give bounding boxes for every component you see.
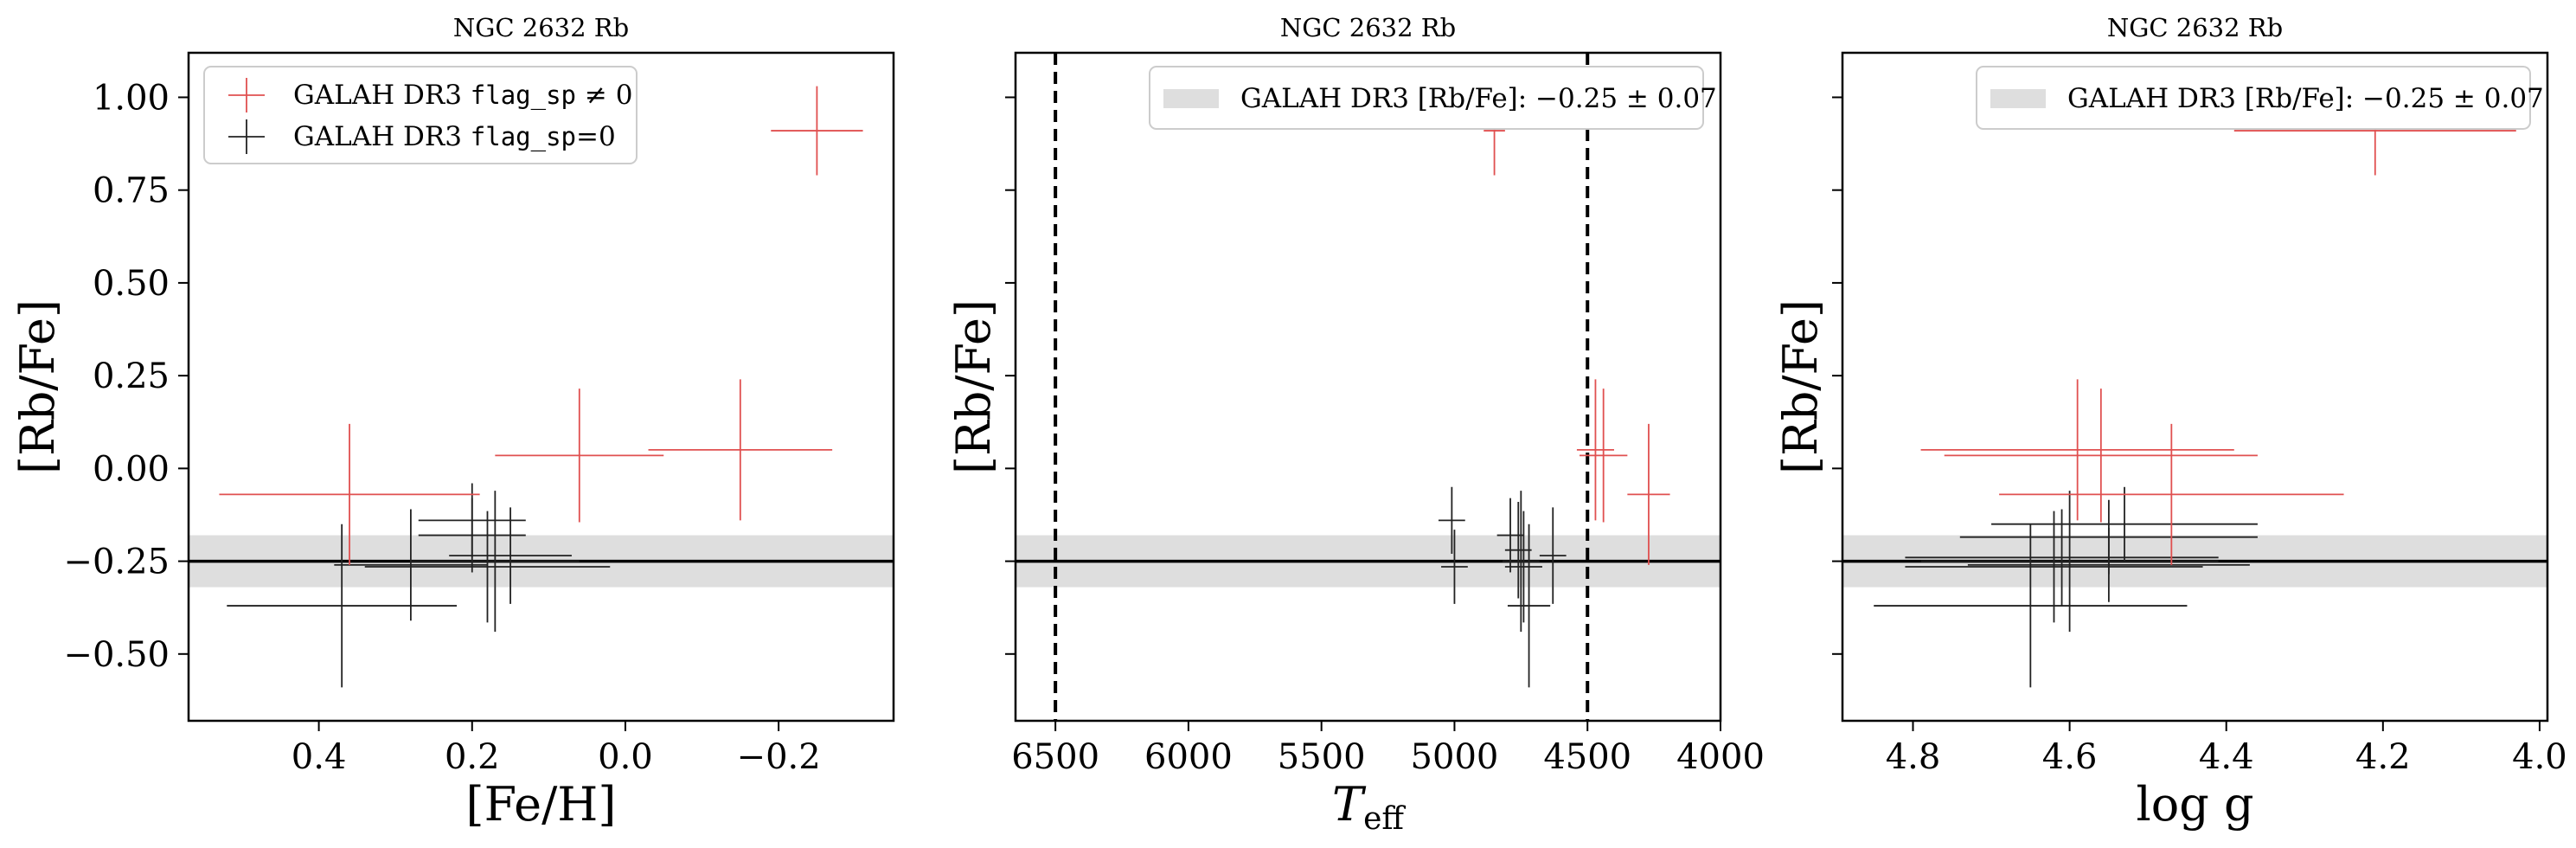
legend-label-post: =0 bbox=[576, 121, 616, 152]
data-point bbox=[1920, 379, 2234, 521]
x-tick-label: 5500 bbox=[1278, 737, 1366, 777]
legend: GALAH DR3 [Rb/Fe]: −0.25 ± 0.07 bbox=[1976, 66, 2544, 130]
data-point bbox=[1502, 491, 1540, 633]
data-point bbox=[648, 379, 833, 521]
data-point bbox=[771, 86, 863, 176]
panel-title: NGC 2632 Rb bbox=[1280, 13, 1456, 42]
x-tick-label: 0.4 bbox=[292, 737, 347, 777]
x-tick-label: 4.4 bbox=[2199, 737, 2254, 777]
legend-label-pre: GALAH DR3 bbox=[293, 121, 471, 152]
data-point bbox=[1920, 491, 2219, 633]
data-point bbox=[1999, 423, 2344, 565]
plot-area bbox=[189, 86, 894, 688]
legend-label-pre: GALAH DR3 bbox=[293, 80, 471, 111]
axes-frame bbox=[1014, 51, 1722, 723]
x-tick-label: 4000 bbox=[1676, 737, 1765, 777]
x-tick-label: −0.2 bbox=[737, 737, 821, 777]
legend-box bbox=[1149, 66, 1704, 130]
data-point bbox=[334, 509, 488, 621]
panel-title: NGC 2632 Rb bbox=[453, 13, 629, 42]
data-point bbox=[1507, 524, 1551, 688]
y-tick-label: −0.50 bbox=[63, 635, 170, 675]
data-point bbox=[495, 389, 664, 523]
data-point bbox=[1496, 498, 1524, 573]
x-tick-label: 4500 bbox=[1543, 737, 1631, 777]
data-point bbox=[410, 491, 580, 633]
data-point bbox=[1905, 511, 2203, 623]
data-point bbox=[1441, 530, 1468, 604]
x-axis-label-sub: eff bbox=[1363, 801, 1406, 837]
legend-marker bbox=[228, 78, 265, 112]
panel-logg: 4.8 4.6 4.4 4.2 4.0 NGC 2632 Rb [Rb/Fe] log g GA… bbox=[1773, 13, 2567, 832]
data-point bbox=[1944, 389, 2258, 523]
plot-area bbox=[1016, 53, 1721, 721]
legend-label: GALAH DR3 flag_sp=0 bbox=[293, 121, 616, 152]
y-tick-label: −0.25 bbox=[63, 543, 170, 582]
x-tick-label: 4.2 bbox=[2355, 737, 2411, 777]
panel-teff: 6500 6000 5500 5000 4500 4000 NGC 2632 Rb [Rb/F… bbox=[946, 13, 1765, 837]
data-point bbox=[1580, 389, 1628, 523]
axes-frame bbox=[187, 51, 895, 723]
data-point bbox=[1576, 379, 1614, 521]
legend-box bbox=[203, 66, 638, 164]
panel-title: NGC 2632 Rb bbox=[2107, 13, 2283, 42]
data-point bbox=[227, 524, 458, 688]
y-tick-label: 0.25 bbox=[93, 357, 170, 396]
x-tick-label: 0.2 bbox=[445, 737, 500, 777]
data-point bbox=[219, 423, 480, 565]
plot-area bbox=[1842, 86, 2547, 688]
legend-label-code: flag_sp bbox=[471, 80, 576, 111]
data-point bbox=[1627, 423, 1670, 565]
legend-label: GALAH DR3 [Rb/Fe]: −0.25 ± 0.07 bbox=[1240, 83, 1717, 114]
y-tick-label: 0.00 bbox=[93, 449, 170, 489]
y-tick-label: 0.50 bbox=[93, 264, 170, 304]
x-axis-label-main: T bbox=[1332, 777, 1367, 832]
legend-label: GALAH DR3 [Rb/Fe]: −0.25 ± 0.07 bbox=[2067, 83, 2544, 114]
legend-label-code: flag_sp bbox=[471, 122, 576, 152]
y-tick-label: 1.00 bbox=[93, 78, 170, 118]
y-axis-label: [Rb/Fe] bbox=[1773, 299, 1828, 474]
data-point bbox=[1874, 524, 2188, 688]
legend-label: GALAH DR3 flag_sp ≠ 0 bbox=[293, 80, 632, 111]
axes-frame bbox=[1841, 51, 2549, 723]
x-tick-label: 6000 bbox=[1144, 737, 1233, 777]
x-tick-label: 6500 bbox=[1011, 737, 1099, 777]
y-tick-label: 0.75 bbox=[93, 171, 170, 211]
x-tick-label: 0.0 bbox=[598, 737, 653, 777]
data-point bbox=[1967, 527, 2250, 602]
data-point bbox=[1439, 486, 1465, 554]
data-point bbox=[449, 507, 572, 604]
legend-band-swatch bbox=[1163, 89, 1219, 108]
x-tick-label: 4.8 bbox=[1886, 737, 1941, 777]
legend: GALAH DR3 [Rb/Fe]: −0.25 ± 0.07 bbox=[1149, 66, 1717, 130]
legend-box bbox=[1976, 66, 2531, 130]
legend-band-swatch bbox=[1990, 89, 2046, 108]
data-point bbox=[1504, 511, 1542, 623]
legend-marker bbox=[228, 119, 265, 154]
data-point bbox=[418, 498, 526, 573]
x-tick-label: 4.6 bbox=[2042, 737, 2098, 777]
x-tick-label: 5000 bbox=[1411, 737, 1499, 777]
data-point bbox=[1539, 507, 1567, 604]
data-point bbox=[364, 511, 611, 623]
x-axis-label: log g bbox=[2136, 777, 2253, 832]
x-axis-label: Teff bbox=[1332, 777, 1406, 837]
x-axis-label: [Fe/H] bbox=[466, 777, 617, 832]
data-point bbox=[1991, 486, 2258, 562]
panel-feh: 0.4 0.2 0.0 −0.2 1.00 0.75 0.50 0.25 0.00 −0.25 −0… bbox=[10, 13, 895, 832]
x-tick-label: 4.0 bbox=[2512, 737, 2567, 777]
y-axis-label: [Rb/Fe] bbox=[10, 299, 65, 474]
data-point bbox=[1504, 501, 1532, 599]
legend-label-post: ≠ 0 bbox=[576, 80, 632, 111]
y-axis-label: [Rb/Fe] bbox=[946, 299, 1001, 474]
data-point bbox=[1905, 509, 2219, 607]
